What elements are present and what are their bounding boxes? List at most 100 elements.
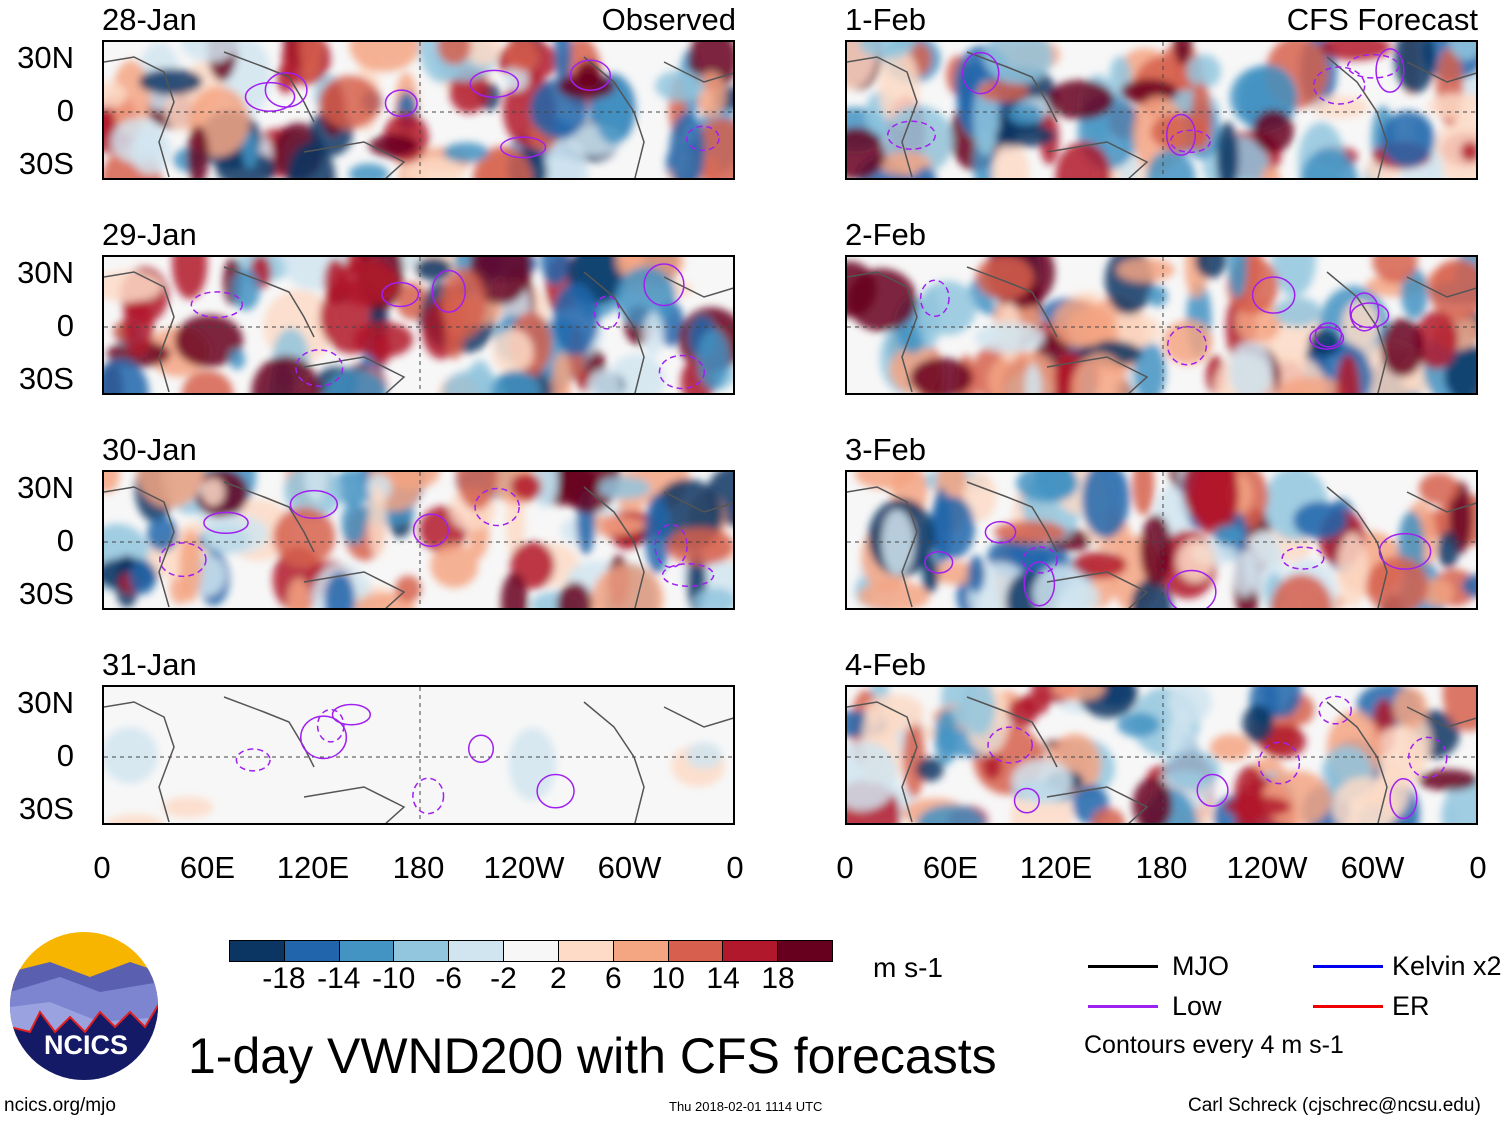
wind-anomaly-blob [368, 485, 387, 558]
panel-date-label: 28-Jan [102, 2, 197, 37]
wind-anomaly-blob [1007, 103, 1043, 125]
coastline [1046, 571, 1149, 608]
wind-anomaly-blob [915, 167, 937, 178]
panel-date-label: 4-Feb [845, 647, 926, 682]
low-contour [1314, 322, 1343, 348]
wind-anomaly-blob [552, 282, 599, 356]
wind-anomaly-blob [276, 63, 296, 94]
wind-anomaly-blob [104, 472, 120, 493]
legend-line-low [1088, 1005, 1158, 1008]
low-contour [1258, 741, 1301, 785]
low-contour [295, 349, 344, 387]
low-contour [474, 487, 520, 527]
low-contour [961, 51, 1000, 95]
low-contour [1013, 787, 1040, 814]
legend-label-mjo: MJO [1172, 951, 1229, 981]
low-contour [643, 263, 685, 307]
wind-anomaly-blob [1163, 750, 1220, 790]
low-contour [264, 72, 308, 108]
low-contour [1350, 302, 1390, 329]
coastline [847, 486, 918, 608]
wind-anomaly-blob [1140, 514, 1172, 586]
lat-label: 30S [18, 146, 74, 181]
wind-anomaly-blob [1278, 377, 1346, 393]
wind-anomaly-blob [333, 472, 374, 506]
wind-anomaly-blob [369, 134, 418, 158]
lon-label: 120E [276, 850, 350, 885]
map-panel-right-0 [845, 40, 1478, 180]
wind-anomaly-blob [977, 79, 1028, 103]
lat-label: 30S [18, 361, 74, 396]
wind-anomaly-blob [1319, 42, 1391, 61]
wind-anomaly-blob [1132, 472, 1155, 516]
lon-label: 60W [1340, 850, 1405, 885]
wind-anomaly-blob [1173, 42, 1193, 65]
coastline [223, 51, 315, 123]
low-contour [499, 136, 547, 159]
coastline [966, 696, 1058, 768]
coastline [847, 56, 918, 178]
coastline [663, 706, 733, 728]
coastline [104, 56, 175, 178]
colorbar-tick: 18 [761, 962, 795, 995]
wind-anomaly-blob [1270, 574, 1333, 608]
wind-anomaly-blob [865, 694, 925, 731]
wind-anomaly-blob [174, 314, 244, 368]
colorbar-swatch [558, 941, 614, 961]
coastline [223, 696, 315, 768]
lon-label: 60E [922, 850, 979, 885]
colorbar-swatch [668, 941, 724, 961]
wind-anomaly-blob [172, 257, 208, 300]
wind-anomaly-blob [1252, 109, 1294, 153]
wind-anomaly-blob [492, 329, 534, 374]
wind-anomaly-blob [910, 357, 973, 393]
wind-anomaly-blob [598, 476, 651, 500]
coastline [104, 701, 175, 823]
wind-anomaly-blob [1182, 472, 1238, 527]
coastline [847, 701, 918, 823]
low-contour [1251, 276, 1296, 314]
wind-anomaly-blob [1117, 257, 1175, 282]
colorbar-tick: -18 [262, 962, 306, 995]
wind-anomaly-blob [104, 81, 127, 109]
wind-anomaly-blob [983, 42, 1054, 85]
coastline [303, 571, 406, 608]
coastline [1046, 786, 1149, 823]
legend-line-mjo [1088, 965, 1158, 968]
footer-url[interactable]: ncics.org/mjo [4, 1095, 116, 1116]
low-contour [1375, 48, 1405, 93]
wind-anomaly-blob [967, 555, 985, 594]
wind-anomaly-blob [991, 142, 1030, 178]
panel-date-label: 31-Jan [102, 647, 197, 682]
lon-label: 60E [179, 850, 236, 885]
wind-anomaly-blob [241, 132, 259, 169]
wind-anomaly-blob [1191, 82, 1212, 151]
wind-anomaly-blob [324, 258, 347, 305]
wind-anomaly-blob [995, 124, 1055, 148]
low-contour [190, 291, 244, 319]
panel-date-label: 30-Jan [102, 432, 197, 467]
wind-anomaly-blob [508, 727, 557, 801]
wind-anomaly-blob [1311, 95, 1370, 119]
wind-anomaly-blob [878, 48, 920, 126]
lat-label: 0 [56, 738, 74, 773]
wind-anomaly-blob [1242, 704, 1274, 743]
wind-anomaly-blob [106, 814, 164, 823]
map-panel-left-1 [102, 255, 735, 395]
coastline [663, 276, 733, 298]
lat-label: 30S [18, 576, 74, 611]
wind-anomaly-blob [642, 312, 664, 357]
wind-anomaly-blob [1071, 352, 1129, 393]
low-contour [569, 59, 612, 92]
colorbar-tick: 10 [651, 962, 685, 995]
wind-anomaly-blob [1414, 310, 1459, 369]
wind-field-map [847, 257, 1476, 393]
wind-anomaly-blob [104, 726, 158, 784]
wind-anomaly-blob [1195, 257, 1227, 279]
low-contour [412, 777, 445, 815]
low-contour [924, 551, 954, 574]
low-contour [1318, 695, 1352, 725]
coastline [1406, 276, 1476, 298]
low-contour [987, 726, 1033, 764]
lat-label: 30N [17, 40, 74, 75]
